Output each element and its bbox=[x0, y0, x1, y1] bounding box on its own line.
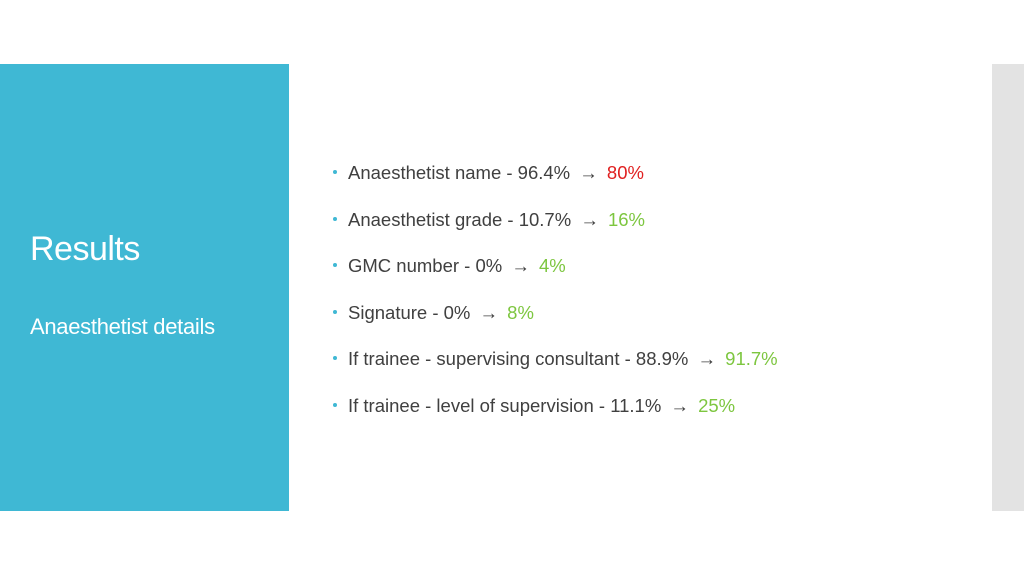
arrow-icon: → bbox=[697, 348, 717, 369]
bullet-icon bbox=[333, 309, 337, 314]
results-list: Anaesthetist name - 96.4% → 80% Anaesthe… bbox=[330, 156, 970, 435]
item-label: Anaesthetist name - 96.4% bbox=[348, 162, 571, 183]
item-new-value: 25% bbox=[698, 394, 736, 416]
slide-title: Results bbox=[30, 230, 140, 268]
bullet-icon bbox=[333, 263, 337, 267]
list-item-gmc-number: GMC number - 0% → 4% bbox=[330, 249, 970, 296]
bullet-icon bbox=[333, 356, 337, 360]
list-item-signature: Signature - 0% → 8% bbox=[330, 296, 970, 343]
arrow-icon: → bbox=[579, 162, 598, 183]
slide-subtitle: Anaesthetist details bbox=[30, 314, 215, 339]
arrow-icon: → bbox=[670, 394, 695, 416]
arrow-icon: → bbox=[580, 208, 599, 230]
title-panel bbox=[0, 64, 289, 511]
arrow-icon: → bbox=[511, 255, 530, 276]
list-item-supervising-consultant: If trainee - supervising consultant - 88… bbox=[330, 342, 970, 389]
item-label: If trainee - level of supervision - 11.1… bbox=[348, 394, 662, 416]
item-label: If trainee - supervising consultant - 88… bbox=[348, 348, 689, 369]
item-new-value: 80% bbox=[606, 162, 644, 183]
bullet-icon bbox=[333, 402, 337, 407]
bullet-icon bbox=[333, 216, 337, 221]
arrow-icon: → bbox=[479, 301, 504, 323]
item-new-value: 16% bbox=[607, 208, 645, 230]
item-new-value: 91.7% bbox=[725, 348, 778, 369]
item-new-value: 4% bbox=[539, 255, 566, 276]
list-item-anaesthetist-grade: Anaesthetist grade - 10.7% → 16% bbox=[330, 203, 970, 250]
list-item-level-of-supervision: If trainee - level of supervision - 11.1… bbox=[330, 389, 970, 436]
item-label: Anaesthetist grade - 10.7% bbox=[348, 208, 572, 230]
item-new-value: 8% bbox=[507, 301, 534, 323]
item-label: GMC number - 0% bbox=[348, 255, 503, 276]
list-item-anaesthetist-name: Anaesthetist name - 96.4% → 80% bbox=[330, 156, 970, 203]
item-label: Signature - 0% bbox=[348, 301, 471, 323]
bullet-icon bbox=[333, 170, 337, 174]
scroll-gutter bbox=[992, 64, 1024, 511]
